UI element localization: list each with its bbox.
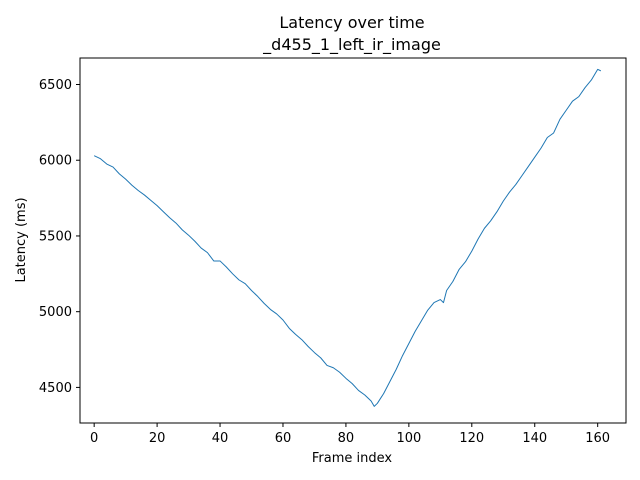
x-axis-label: Frame index [312, 451, 393, 466]
chart-title: Latency over time [279, 13, 424, 32]
y-tick-label: 5500 [39, 229, 72, 244]
y-axis-ticks: 4500 5000 5500 6000 6500 [39, 78, 80, 396]
y-tick-label: 6000 [39, 154, 72, 169]
x-axis-ticks: 0 20 40 60 80 100 120 140 160 [90, 423, 610, 446]
x-tick-label: 0 [90, 431, 98, 446]
series-line [93, 68, 602, 407]
x-tick-label: 140 [522, 431, 547, 446]
y-tick-label: 4500 [39, 381, 72, 396]
chart-subtitle: _d455_1_left_ir_image [262, 35, 441, 55]
y-tick-label: 6500 [39, 78, 72, 93]
x-tick-label: 20 [149, 431, 166, 446]
x-tick-label: 80 [338, 431, 355, 446]
y-axis-label: Latency (ms) [14, 197, 29, 282]
x-tick-label: 160 [585, 431, 610, 446]
x-tick-label: 120 [459, 431, 484, 446]
x-tick-label: 60 [275, 431, 292, 446]
y-tick-label: 5000 [39, 305, 72, 320]
x-tick-label: 100 [396, 431, 421, 446]
x-tick-label: 40 [212, 431, 229, 446]
plot-frame [79, 57, 627, 424]
